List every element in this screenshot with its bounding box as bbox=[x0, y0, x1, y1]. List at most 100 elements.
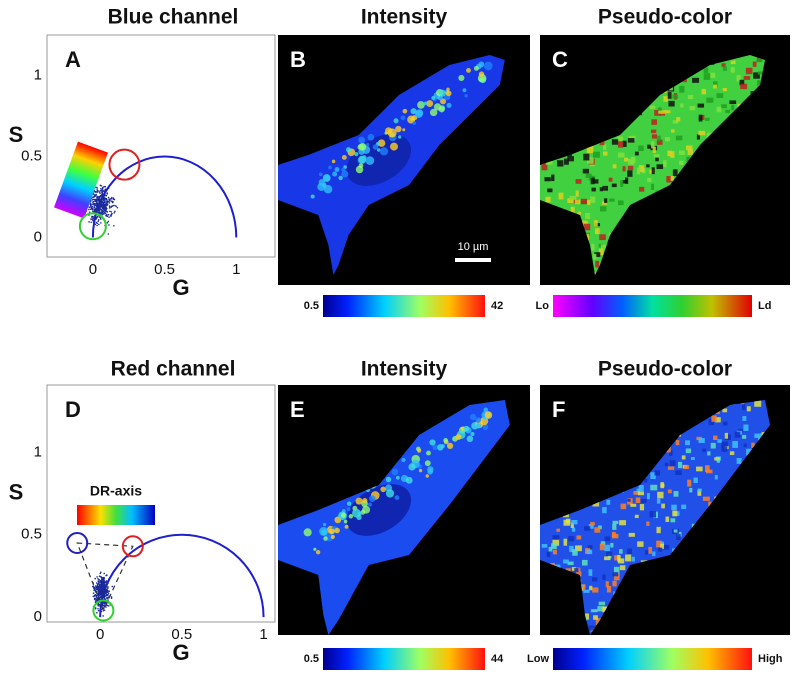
phasor-point bbox=[110, 205, 113, 208]
panel-letter: E bbox=[290, 397, 305, 422]
speckle bbox=[687, 94, 694, 100]
phasor-point bbox=[97, 219, 100, 221]
speckle bbox=[550, 284, 554, 291]
speckle bbox=[668, 100, 675, 107]
panel-letter: D bbox=[65, 397, 81, 422]
blob bbox=[438, 89, 446, 97]
phasor-point bbox=[97, 201, 100, 203]
phasor-point bbox=[99, 202, 102, 205]
blob bbox=[446, 87, 450, 92]
speckle bbox=[563, 519, 571, 526]
phasor-point bbox=[96, 224, 98, 227]
speckle bbox=[617, 136, 624, 142]
phasor-point bbox=[96, 222, 99, 225]
phasor-point bbox=[108, 224, 110, 226]
panel-title: Pseudo-color bbox=[598, 6, 732, 29]
speckle bbox=[725, 109, 731, 114]
speckle bbox=[686, 156, 690, 162]
blob bbox=[412, 121, 416, 125]
speckle bbox=[667, 92, 672, 99]
speckle bbox=[585, 213, 590, 219]
phasor-point bbox=[97, 607, 99, 610]
speckle bbox=[672, 120, 679, 124]
speckle bbox=[620, 503, 627, 510]
phasor-point bbox=[100, 608, 103, 611]
phasor-point bbox=[98, 579, 101, 581]
blob bbox=[397, 135, 402, 139]
phasor-point bbox=[92, 595, 95, 598]
panel: Intensity E 0.5 44 bbox=[278, 358, 530, 670]
speckle bbox=[599, 141, 605, 146]
speckle bbox=[594, 220, 598, 227]
blob bbox=[470, 431, 475, 437]
panel: Pseudo-color F Low High bbox=[527, 358, 790, 670]
speckle bbox=[634, 514, 639, 519]
phasor-point bbox=[104, 188, 107, 191]
speckle bbox=[583, 223, 591, 231]
panel: Pseudo-color C Lo Ld bbox=[536, 6, 790, 317]
speckle bbox=[591, 243, 595, 251]
speckle bbox=[548, 546, 553, 552]
phasor-point bbox=[100, 593, 103, 595]
speckle bbox=[598, 601, 606, 606]
phasor-point bbox=[102, 601, 104, 604]
phasor-point bbox=[97, 581, 100, 583]
phasor-point bbox=[108, 205, 111, 208]
phasor-point bbox=[100, 606, 102, 609]
phasor-point bbox=[96, 191, 99, 193]
speckle bbox=[664, 462, 669, 467]
blob bbox=[424, 460, 431, 467]
speckle bbox=[721, 446, 728, 452]
phasor-point bbox=[105, 194, 108, 197]
phasor-point bbox=[95, 208, 98, 210]
speckle bbox=[551, 543, 557, 549]
phasor-point bbox=[98, 589, 101, 592]
speckle bbox=[716, 93, 724, 98]
speckle bbox=[759, 285, 764, 291]
phasor-point bbox=[101, 192, 104, 195]
phasor-point bbox=[107, 582, 109, 585]
speckle bbox=[574, 199, 581, 205]
phasor-point bbox=[108, 605, 110, 607]
phasor-point bbox=[107, 196, 110, 199]
blob bbox=[362, 497, 368, 504]
speckle bbox=[730, 67, 735, 73]
speckle bbox=[650, 472, 656, 480]
blob bbox=[437, 444, 444, 451]
phasor-point bbox=[95, 186, 97, 189]
phasor-point bbox=[98, 195, 101, 198]
universal-circle bbox=[99, 533, 265, 618]
speckle bbox=[653, 154, 660, 158]
speckle bbox=[544, 177, 551, 182]
phasor-point bbox=[107, 213, 110, 216]
phasor-point bbox=[102, 604, 105, 607]
phasor-point bbox=[101, 597, 103, 599]
speckle bbox=[580, 198, 587, 205]
phasor-point bbox=[104, 185, 107, 188]
speckle bbox=[619, 565, 626, 571]
speckle bbox=[656, 164, 664, 170]
speckle bbox=[677, 461, 683, 469]
blob bbox=[417, 101, 425, 109]
phasor-point bbox=[95, 205, 98, 207]
phasor-point bbox=[96, 187, 99, 189]
speckle bbox=[583, 589, 590, 593]
y-tick-label: 0.5 bbox=[21, 148, 42, 165]
speckle bbox=[552, 535, 560, 540]
phasor-point bbox=[91, 207, 93, 210]
blob bbox=[446, 102, 452, 108]
speckle bbox=[599, 248, 604, 256]
speckle bbox=[607, 554, 612, 559]
speckle bbox=[564, 158, 569, 165]
speckle bbox=[572, 549, 578, 556]
speckle bbox=[647, 144, 651, 149]
phasor-point bbox=[97, 605, 100, 607]
phasor-point bbox=[103, 585, 105, 587]
phasor-point bbox=[98, 191, 101, 193]
phasor-point bbox=[91, 215, 93, 218]
speckle bbox=[635, 497, 641, 504]
phasor-point bbox=[109, 210, 111, 213]
speckle bbox=[671, 504, 677, 510]
speckle bbox=[671, 129, 675, 133]
speckle bbox=[571, 567, 576, 573]
